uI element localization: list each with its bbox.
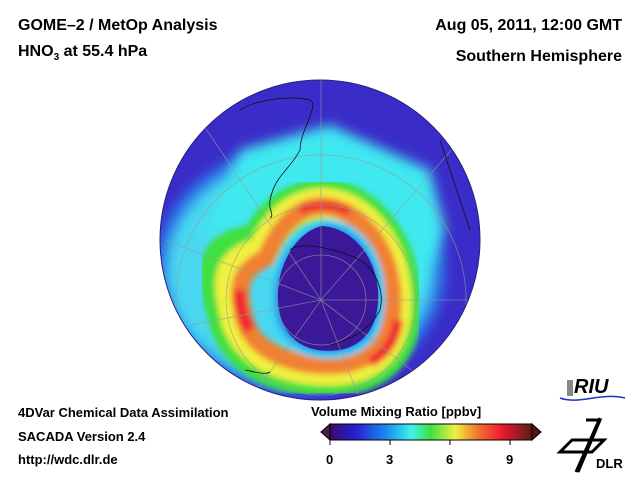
species: HNO <box>18 43 54 60</box>
region: Southern Hemisphere <box>455 48 622 65</box>
colorbar-title: Volume Mixing Ratio [ppbv] <box>311 404 482 419</box>
colorbar-max-arrow <box>531 422 542 442</box>
coastlines <box>239 97 471 374</box>
colorbar-tick-6: 6 <box>446 452 454 467</box>
dlr-logo-text: DLR <box>596 456 623 471</box>
species-subscript: 3 <box>53 52 60 64</box>
riu-logo-text: RIU <box>574 376 609 398</box>
title: GOME–2 / MetOp Analysis <box>18 17 218 34</box>
footer-line2: SACADA Version 2.4 <box>18 429 146 444</box>
riu-logo <box>559 380 626 401</box>
footer-line1: 4DVar Chemical Data Assimilation <box>18 405 229 420</box>
colorbar-ticks <box>329 440 511 445</box>
colorbar-min-arrow <box>320 422 331 442</box>
subtitle: HNO3 at 55.4 hPa <box>18 43 147 63</box>
colorbar-tick-3: 3 <box>386 452 394 467</box>
graticule <box>164 80 480 400</box>
colorbar-tick-9: 9 <box>506 452 514 467</box>
colorbar <box>320 422 542 445</box>
pressure-level: at 55.4 hPa <box>59 43 148 60</box>
datetime: Aug 05, 2011, 12:00 GMT <box>435 17 622 34</box>
dlr-logo <box>556 417 608 473</box>
footer-url: http://wdc.dlr.de <box>18 452 118 467</box>
colorbar-tick-0: 0 <box>326 452 334 467</box>
